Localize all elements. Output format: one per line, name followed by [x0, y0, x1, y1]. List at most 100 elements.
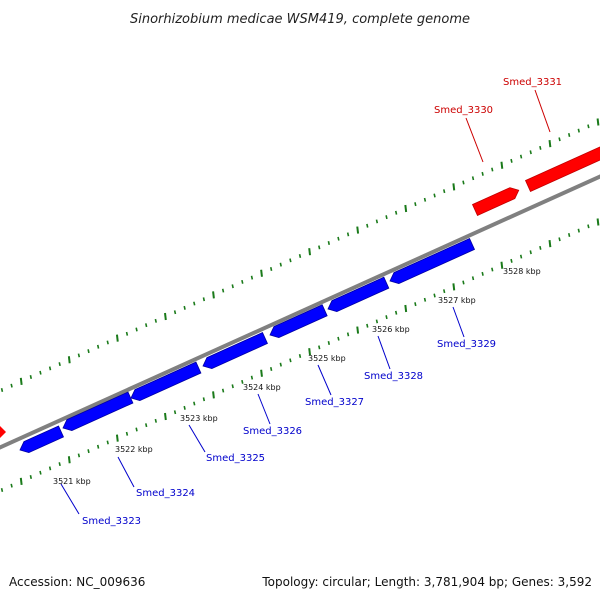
scale-tick — [443, 189, 446, 194]
scale-tick — [250, 375, 254, 380]
scale-tick — [385, 215, 388, 220]
genome-backbone — [0, 174, 600, 450]
scale-tick — [154, 318, 157, 323]
scale-tick — [10, 483, 13, 488]
scale-tick — [77, 353, 81, 358]
scale-tick — [260, 369, 263, 377]
scale-tick — [19, 377, 23, 385]
gene-label-smed_3329[interactable]: Smed_3329 — [437, 339, 496, 350]
scale-tick — [548, 239, 552, 248]
gene-label-smed_3326[interactable]: Smed_3326 — [243, 426, 302, 437]
scale-tick — [193, 401, 196, 406]
gene-label-smed_3327[interactable]: Smed_3327 — [305, 397, 364, 408]
scale-tick — [183, 305, 186, 310]
genome-summary-text: Topology: circular; Length: 3,781,904 bp… — [261, 575, 592, 589]
gene-arrow-smed_3329[interactable] — [388, 237, 476, 286]
gene-leader-line — [452, 306, 465, 338]
gene-track — [0, 139, 600, 455]
gene-labels: Smed_3323 Smed_3324 Smed_3325 Smed_3326 Smed… — [60, 77, 562, 527]
scale-tick — [587, 124, 590, 129]
gene-arrow-smed_3323[interactable] — [18, 425, 65, 455]
scale-tick — [67, 356, 71, 364]
scale-tick — [404, 304, 408, 313]
scale-tick — [19, 477, 23, 485]
scale-tick — [58, 462, 61, 467]
scale-tick — [289, 258, 292, 263]
scale-tick — [241, 279, 244, 284]
gene-label-smed_3324[interactable]: Smed_3324 — [136, 488, 195, 499]
gene-label-smed_3330[interactable]: Smed_3330 — [434, 105, 493, 116]
scale-tick — [500, 161, 504, 169]
gene-leader-line — [117, 456, 135, 488]
gene-arrow-smed_3326[interactable] — [201, 332, 268, 372]
scale-tick — [173, 310, 177, 315]
scale-tick — [231, 284, 234, 289]
gene-label-smed_3325[interactable]: Smed_3325 — [206, 453, 265, 464]
scale-tick — [0, 488, 4, 492]
scale-tick — [491, 267, 494, 272]
scale-tick — [39, 370, 42, 375]
gene-arrow-smed_3324[interactable] — [61, 391, 134, 433]
scale-tick — [77, 453, 81, 458]
scale-tick — [298, 254, 302, 258]
scale-tick — [318, 245, 321, 250]
scale-tick — [433, 293, 436, 298]
scale-tick — [414, 302, 417, 307]
gene-label-smed_3328[interactable]: Smed_3328 — [364, 371, 423, 382]
scale-tick — [269, 266, 273, 271]
scale-tick — [106, 440, 109, 445]
scale-tick — [115, 434, 119, 442]
scale-tick — [125, 431, 129, 436]
scale-tick — [125, 331, 129, 336]
scale-tick — [173, 410, 177, 415]
scale-tick — [414, 202, 417, 207]
scale-tick-label: 3524 kbp — [243, 383, 281, 392]
scale-tick — [279, 362, 282, 367]
scale-tick — [519, 254, 523, 259]
scale-tick — [327, 341, 331, 346]
outer-tick-ring — [0, 118, 600, 392]
scale-tick — [289, 358, 292, 363]
scale-tick — [221, 388, 225, 393]
scale-tick-label: 3527 kbp — [438, 296, 476, 305]
gene-arrow-smed_3327[interactable] — [268, 304, 328, 341]
inner-tick-ring — [0, 218, 600, 492]
scale-tick — [462, 180, 465, 185]
gene-arrow-smed_3325[interactable] — [129, 361, 202, 403]
scale-tick-label: 3523 kbp — [180, 414, 218, 423]
scale-tick — [366, 223, 369, 228]
scale-tick-label: 3521 kbp — [53, 477, 91, 486]
scale-tick — [500, 261, 504, 269]
scale-labels: 3521 kbp 3522 kbp 3523 kbp 3524 kbp 3525 kbp… — [53, 267, 541, 486]
scale-tick — [481, 171, 484, 176]
scale-tick — [510, 258, 513, 263]
scale-tick — [481, 271, 484, 276]
gene-arrow-smed_3331[interactable] — [525, 139, 600, 192]
scale-tick — [529, 250, 532, 255]
gene-leader-line — [377, 335, 391, 370]
scale-tick — [596, 218, 600, 226]
scale-tick — [558, 237, 561, 242]
scale-tick — [491, 167, 494, 172]
scale-tick — [48, 366, 52, 371]
scale-tick — [212, 291, 215, 299]
gene-leader-line — [257, 393, 271, 425]
scale-tick — [145, 323, 148, 328]
gene-arrow-smed_3328[interactable] — [326, 276, 390, 314]
scale-tick-label: 3522 kbp — [115, 445, 153, 454]
scale-tick — [567, 232, 571, 237]
gene-label-smed_3323[interactable]: Smed_3323 — [82, 516, 141, 527]
gene-arrow-partial — [0, 426, 6, 438]
scale-tick — [471, 176, 475, 181]
gene-label-smed_3331[interactable]: Smed_3331 — [503, 77, 562, 88]
scale-tick — [96, 444, 100, 449]
scale-tick — [548, 139, 552, 148]
scale-tick — [29, 475, 33, 480]
gene-arrow-smed_3330[interactable] — [472, 185, 522, 216]
scale-tick — [452, 183, 456, 191]
scale-tick — [346, 332, 350, 337]
scale-tick — [577, 128, 580, 133]
scale-tick — [539, 145, 542, 150]
scale-tick — [318, 345, 321, 350]
